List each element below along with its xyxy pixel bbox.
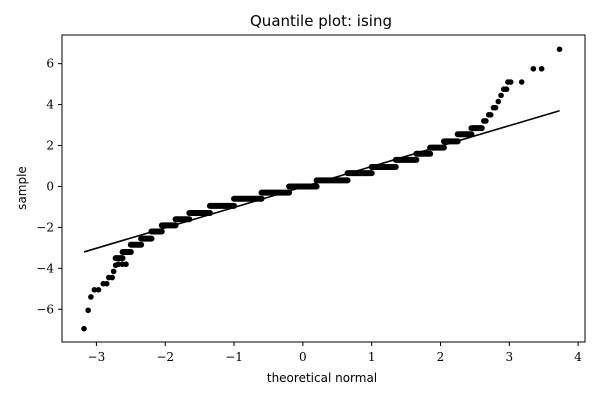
data-point [503, 86, 510, 93]
y-axis-ticks: −6 −4 −2 0 2 4 6 [36, 57, 62, 316]
data-point [538, 65, 545, 72]
data-point [85, 307, 91, 314]
data-point [95, 287, 102, 293]
plot-marks [81, 46, 563, 332]
y-axis-label: sample [15, 166, 29, 210]
x-axis-label: theoretical normal [267, 371, 377, 385]
data-point [498, 92, 504, 99]
y-tick-label: −6 [36, 302, 54, 316]
chart-title: Quantile plot: ising [250, 12, 392, 30]
data-point [518, 79, 525, 85]
y-tick-label: 6 [46, 57, 54, 71]
data-point [123, 261, 129, 268]
data-point [487, 112, 494, 118]
data-point [556, 46, 563, 53]
data-point [110, 268, 117, 275]
x-tick-label: 1 [368, 350, 376, 364]
y-tick-label: −4 [36, 261, 54, 275]
x-tick-label: 0 [299, 350, 307, 364]
x-tick-label: 3 [505, 350, 513, 364]
data-point [109, 274, 116, 281]
data-point [81, 325, 87, 332]
x-tick-label: 4 [574, 350, 582, 364]
data-point [91, 287, 98, 293]
data-point [495, 98, 502, 105]
x-tick-label: −3 [88, 350, 106, 364]
data-point [492, 104, 499, 111]
plot-frame [61, 34, 586, 343]
reference-line [83, 109, 560, 253]
x-axis-ticks: −3 −2 −1 0 1 2 3 4 [88, 342, 582, 364]
y-tick-label: 4 [46, 98, 54, 112]
y-tick-label: 2 [46, 139, 54, 153]
data-point [530, 65, 537, 72]
y-tick-label: 0 [46, 179, 54, 193]
x-tick-label: 2 [437, 350, 445, 364]
y-tick-label: −2 [36, 220, 54, 234]
data-point [88, 294, 94, 300]
data-point [103, 280, 110, 287]
x-tick-label: −2 [156, 350, 174, 364]
data-point [115, 261, 122, 268]
data-point [507, 79, 514, 85]
data-point [483, 118, 489, 124]
x-tick-label: −1 [225, 350, 243, 364]
